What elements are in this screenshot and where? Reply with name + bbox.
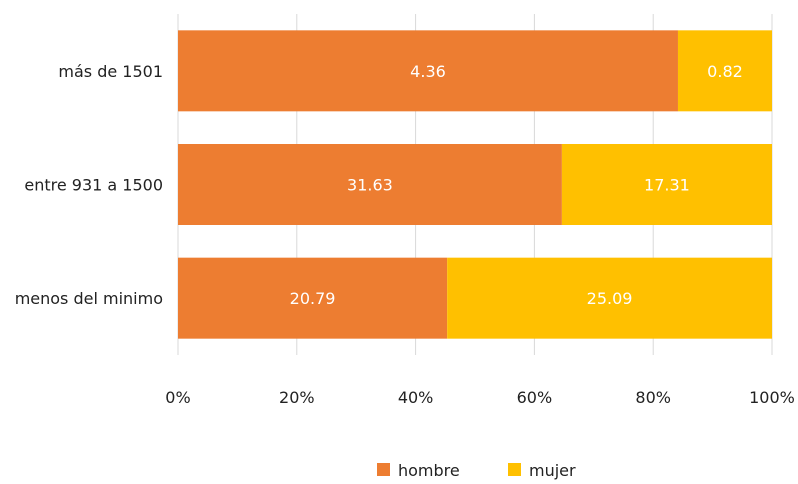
category-label: más de 1501 <box>58 62 163 81</box>
data-label: 20.79 <box>290 289 336 308</box>
x-tick-label: 40% <box>398 388 434 407</box>
legend-swatch-mujer <box>508 463 521 476</box>
bar-segment-mujer <box>561 144 772 225</box>
category-labels: más de 1501 entre 931 a 1500 menos del min… <box>15 62 163 308</box>
x-tick-label: 100% <box>749 388 795 407</box>
category-label: menos del minimo <box>15 289 163 308</box>
x-axis-tick-labels: 0% 20% 40% 60% 80% 100% <box>165 388 795 407</box>
bars: 4.36 0.82 31.63 17.31 20.79 25.09 <box>178 30 772 339</box>
bar-segment-hombre <box>178 144 562 225</box>
data-label: 31.63 <box>347 176 393 195</box>
bar-segment-mujer <box>677 30 772 112</box>
legend-label-hombre: hombre <box>398 461 460 480</box>
x-tick-label: 20% <box>279 388 315 407</box>
data-label: 0.82 <box>707 62 743 81</box>
category-label: entre 931 a 1500 <box>24 176 163 195</box>
data-label: 4.36 <box>410 62 446 81</box>
x-tick-label: 0% <box>165 388 190 407</box>
bar-segment-mujer <box>447 257 772 339</box>
legend: hombre mujer <box>377 461 576 480</box>
x-tick-label: 60% <box>517 388 553 407</box>
bar-segment-hombre <box>178 257 448 339</box>
x-tick-label: 80% <box>635 388 671 407</box>
bar-segment-hombre <box>178 30 678 112</box>
legend-swatch-hombre <box>377 463 390 476</box>
data-label: 25.09 <box>587 289 633 308</box>
legend-label-mujer: mujer <box>529 461 576 480</box>
data-label: 17.31 <box>644 176 690 195</box>
